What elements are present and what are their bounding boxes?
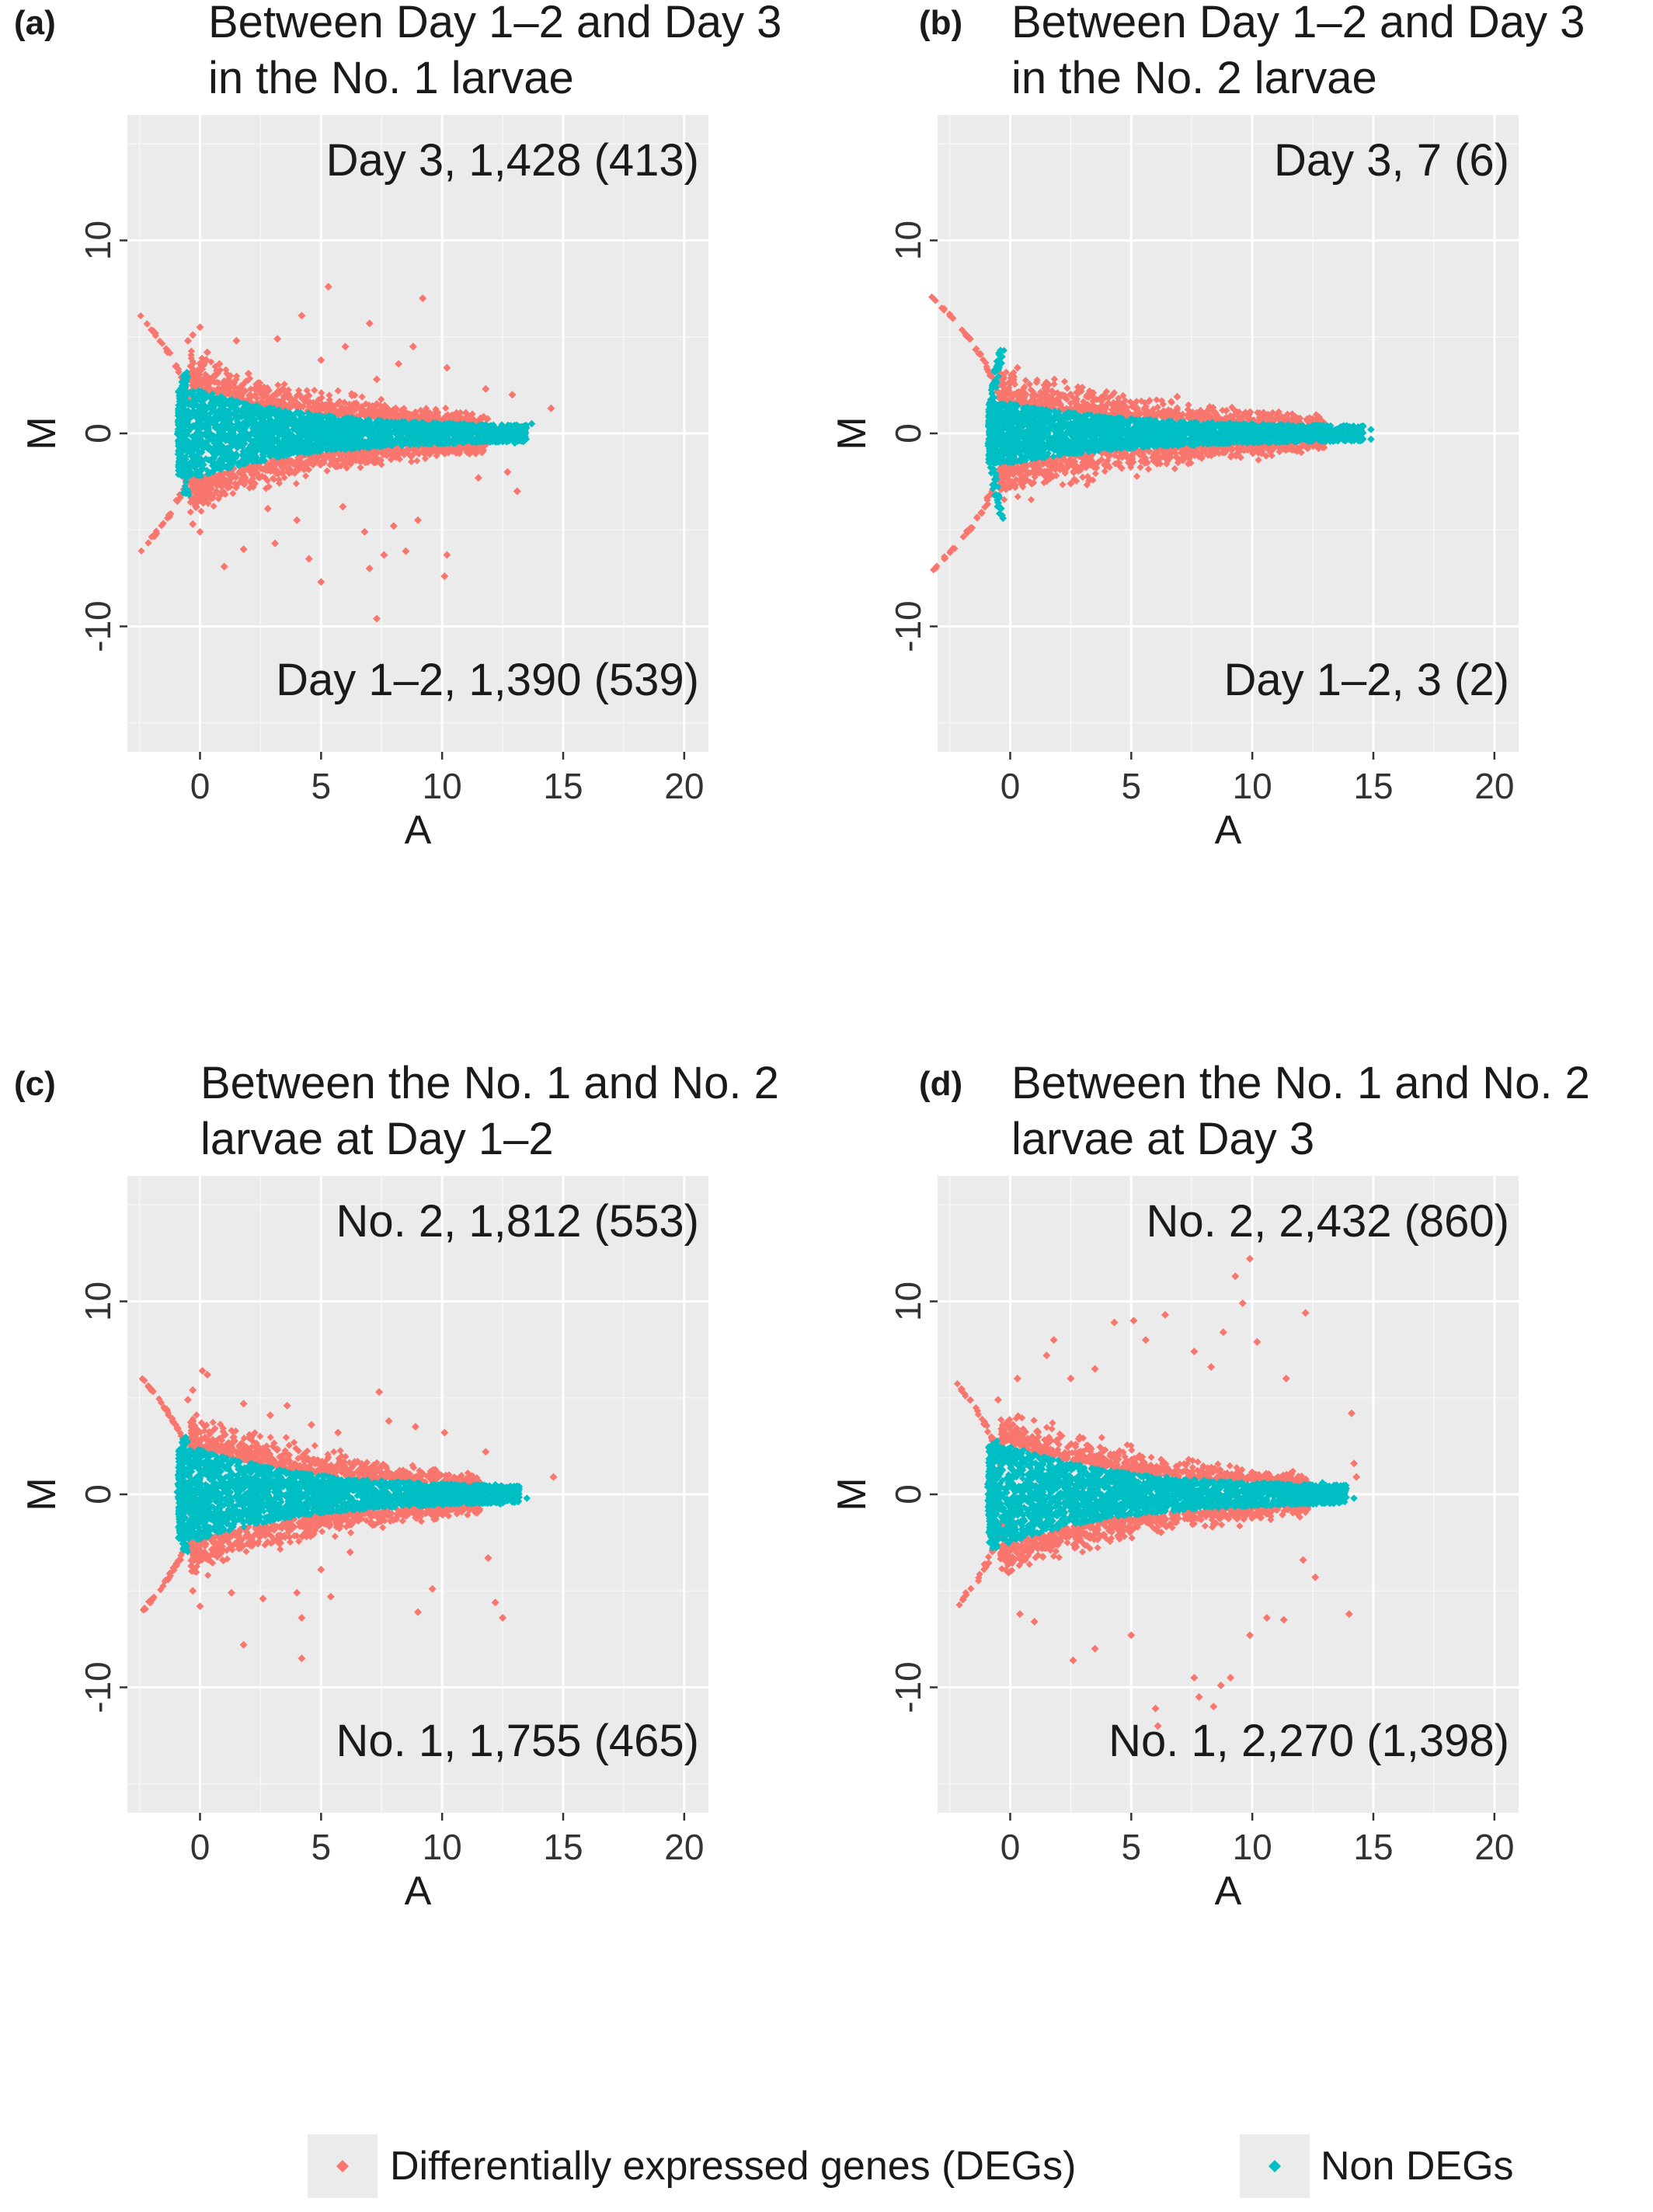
x-tick-label: 5 [311, 1827, 332, 1867]
x-tick-label: 20 [1474, 766, 1514, 806]
x-tick-label: 20 [1474, 1827, 1514, 1867]
panel-title-line: Between the No. 1 and No. 2 [1011, 1058, 1590, 1108]
x-tick-label: 20 [664, 1827, 704, 1867]
data-points [137, 283, 555, 623]
data-points [138, 1367, 558, 1663]
panel-title-line: in the No. 1 larvae [208, 53, 574, 103]
x-tick-label: 10 [423, 1827, 462, 1867]
x-axis-title: A [1215, 1869, 1242, 1914]
x-tick-label: 20 [664, 766, 704, 806]
x-axis-title: A [1215, 808, 1242, 853]
y-tick-label: 10 [78, 1282, 118, 1321]
deg-points [138, 1367, 558, 1663]
panel-d: (d) Between the No. 1 and No. 2 larvae at … [830, 1058, 1590, 1914]
y-axis-title: M [830, 1477, 875, 1511]
panel-b: (b) Between Day 1–2 and Day 3 in the No. 2… [830, 0, 1585, 853]
y-tick-label: -10 [78, 600, 118, 652]
y-tick-label: 10 [888, 221, 928, 260]
annotation-up-count: Day 3, 1,428 (413) [326, 135, 699, 186]
gridlines [938, 1176, 1519, 1813]
y-tick-label: 0 [888, 423, 928, 443]
legend-marker-degs [336, 2160, 349, 2172]
panel-title-line: larvae at Day 3 [1011, 1114, 1314, 1164]
non-deg-points [984, 346, 1375, 523]
x-tick-label: 5 [311, 766, 332, 806]
x-tick-label: 10 [1233, 766, 1272, 806]
x-tick-label: 5 [1122, 766, 1142, 806]
x-tick-label: 15 [1353, 766, 1393, 806]
annotation-down-count: No. 1, 2,270 (1,398) [1108, 1716, 1509, 1766]
y-tick-label: -10 [888, 1661, 928, 1713]
x-axis-title: A [405, 808, 432, 853]
axis-ticks: 0 5 10 15 20 -10 0 10 [78, 1282, 704, 1867]
x-tick-label: 10 [423, 766, 462, 806]
x-tick-label: 0 [190, 1827, 211, 1867]
x-tick-label: 15 [1353, 1827, 1393, 1867]
panel-title-line: larvae at Day 1–2 [200, 1114, 554, 1164]
annotation-up-count: No. 2, 2,432 (860) [1146, 1196, 1509, 1247]
x-tick-label: 15 [543, 1827, 583, 1867]
panel-tag: (b) [919, 4, 962, 42]
y-tick-label: 10 [78, 221, 118, 260]
axis-ticks: 0 5 10 15 20 -10 0 10 [888, 1282, 1514, 1867]
x-tick-label: 15 [543, 766, 583, 806]
annotation-up-count: No. 2, 1,812 (553) [336, 1196, 699, 1247]
panel-c: (c) Between the No. 1 and No. 2 larvae at … [14, 1058, 779, 1914]
y-axis-title: M [19, 416, 64, 450]
y-tick-label: 0 [78, 423, 118, 443]
y-tick-label: 0 [78, 1484, 118, 1504]
panel-title-line: Between Day 1–2 and Day 3 [208, 0, 781, 47]
x-tick-label: 0 [190, 766, 211, 806]
gridlines [938, 115, 1519, 752]
y-tick-label: -10 [888, 600, 928, 652]
panel-tag: (d) [919, 1065, 962, 1103]
non-deg-points [173, 1433, 531, 1556]
panel-title-line: Between Day 1–2 and Day 3 [1011, 0, 1585, 47]
x-tick-label: 0 [1000, 766, 1021, 806]
panels: (a) Between Day 1–2 and Day 3 in the No. 1… [14, 0, 1590, 1914]
panel-a: (a) Between Day 1–2 and Day 3 in the No. 1… [14, 0, 781, 853]
panel-tag: (a) [14, 4, 56, 42]
panel-title-line: in the No. 2 larvae [1011, 53, 1377, 103]
legend-marker-non-degs [1268, 2160, 1281, 2172]
non-deg-points [983, 1437, 1358, 1552]
y-tick-label: 10 [888, 1282, 928, 1321]
y-tick-label: -10 [78, 1661, 118, 1713]
axis-ticks: 0 5 10 15 20 -10 0 10 [78, 221, 704, 806]
annotation-down-count: Day 1–2, 1,390 (539) [276, 655, 699, 705]
legend: Differentially expressed genes (DEGs) No… [308, 2134, 1514, 2198]
annotation-down-count: No. 1, 1,755 (465) [336, 1716, 699, 1766]
y-tick-label: 0 [888, 1484, 928, 1504]
legend-label-degs: Differentially expressed genes (DEGs) [390, 2144, 1076, 2189]
deg-points [137, 283, 555, 623]
y-axis-title: M [19, 1477, 64, 1511]
non-deg-points [173, 368, 536, 499]
x-tick-label: 10 [1233, 1827, 1272, 1867]
annotation-down-count: Day 1–2, 3 (2) [1223, 655, 1509, 705]
x-tick-label: 0 [1000, 1827, 1021, 1867]
y-axis-title: M [830, 416, 875, 450]
annotation-up-count: Day 3, 7 (6) [1274, 135, 1509, 186]
x-axis-title: A [405, 1869, 432, 1914]
panel-title-line: Between the No. 1 and No. 2 [200, 1058, 779, 1108]
axis-ticks: 0 5 10 15 20 -10 0 10 [888, 221, 1514, 806]
panel-tag: (c) [14, 1065, 56, 1103]
data-points [953, 1254, 1361, 1730]
x-tick-label: 5 [1122, 1827, 1142, 1867]
legend-label-non-degs: Non DEGs [1321, 2144, 1514, 2189]
data-points [928, 293, 1375, 574]
